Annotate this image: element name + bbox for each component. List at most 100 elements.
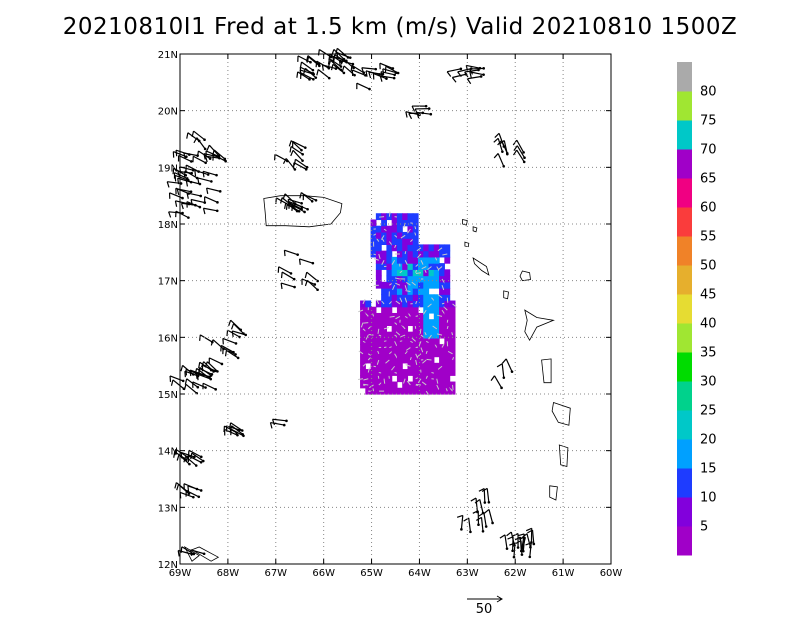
- wind-vector: [452, 384, 454, 390]
- wind-barb: [317, 69, 330, 79]
- wind-speed-cell: [407, 231, 414, 239]
- colorbar-bin: [677, 323, 692, 353]
- wind-speed-cell: [439, 387, 445, 395]
- wind-speed-cell: [370, 387, 377, 395]
- wind-barb-dot: [215, 209, 219, 213]
- wind-barb-flag: [226, 330, 229, 337]
- wind-barb-dot: [185, 177, 189, 180]
- colorbar-bin: [677, 410, 692, 440]
- wind-speed-cell: [428, 325, 435, 333]
- wind-speed-cell: [412, 331, 419, 339]
- wind-speed-cell: [402, 281, 409, 289]
- wind-barb-flag: [269, 422, 273, 429]
- wind-barb: [222, 337, 237, 344]
- wind-vector: [391, 260, 396, 265]
- wind-speed-cell: [433, 362, 440, 370]
- wind-barb: [299, 258, 314, 264]
- wind-barb-dot: [215, 173, 218, 177]
- wind-barb-flag: [185, 180, 189, 187]
- wind-barb: [521, 533, 525, 548]
- wind-speed-cell: [386, 300, 393, 308]
- wind-barb-flag: [494, 132, 500, 138]
- wind-barb-dot: [194, 464, 198, 467]
- wind-barb-dot: [327, 76, 331, 80]
- wind-barb: [192, 155, 206, 164]
- wind-vector: [415, 383, 422, 386]
- wind-barb-flag: [411, 105, 416, 112]
- wind-barb: [297, 55, 311, 63]
- wind-speed-cell: [375, 238, 382, 245]
- wind-barb-dot: [427, 107, 431, 110]
- wind-vector: [367, 367, 370, 373]
- wind-barb-flag: [507, 536, 514, 540]
- wind-barb-dot: [188, 462, 191, 466]
- wind-vector: [378, 253, 381, 260]
- wind-barb-flag: [280, 197, 283, 204]
- wind-speed-cell: [418, 319, 424, 327]
- wind-speed-cell: [433, 244, 440, 252]
- wind-speed-cell: [375, 312, 382, 320]
- wind-barb: [382, 68, 397, 74]
- wind-barb: [467, 75, 482, 80]
- wind-vector: [360, 322, 364, 328]
- wind-vector: [437, 365, 443, 370]
- wind-vector: [365, 334, 369, 340]
- wind-speed-cell: [407, 213, 414, 221]
- satellite-wind-layer: [357, 211, 457, 396]
- wind-vector: [432, 325, 438, 330]
- colorbar-bin: [677, 497, 692, 527]
- wind-barb: [281, 197, 294, 207]
- wind-barb: [187, 485, 202, 492]
- wind-barb-dot: [351, 62, 355, 66]
- wind-speed-cell: [375, 331, 382, 339]
- wind-speed-cell: [370, 219, 377, 227]
- wind-speed-cell: [391, 325, 398, 333]
- wind-vector: [383, 327, 390, 330]
- wind-speed-cell: [449, 387, 456, 395]
- wind-vector: [405, 281, 411, 286]
- wind-barb-dot: [385, 77, 388, 80]
- wind-speed-cell: [407, 381, 414, 389]
- wind-speed-cell: [391, 225, 398, 233]
- wind-barb-flag: [469, 68, 474, 75]
- wind-speed-cell: [407, 288, 414, 295]
- wind-barb-dot: [334, 67, 338, 70]
- wind-barb-dot: [339, 65, 343, 68]
- wind-barb-flag: [379, 75, 383, 82]
- wind-barb-dot: [530, 540, 533, 544]
- wind-barb-flag: [509, 542, 516, 546]
- wind-speed-cell: [375, 387, 382, 395]
- wind-barb: [179, 491, 194, 498]
- wind-barb-flag: [193, 137, 198, 144]
- wind-speed-cell: [402, 238, 409, 245]
- wind-speed-cell: [365, 337, 372, 345]
- wind-speed-cell: [433, 294, 440, 302]
- wind-vector: [395, 282, 401, 286]
- colorbar-label: 45: [700, 288, 717, 303]
- wind-barb-dot: [187, 492, 191, 495]
- wind-speed-colorbar: 5 10 15 20 25 30 35 40 45 50 55 60 65 70 75 80: [677, 62, 717, 556]
- wind-barb-flag: [174, 175, 177, 182]
- wind-barb: [295, 158, 308, 168]
- wind-barb-dot: [314, 76, 318, 79]
- wind-barb: [475, 497, 479, 513]
- wind-vector: [425, 390, 430, 396]
- wind-speed-cell: [370, 356, 377, 364]
- wind-speed-cell: [428, 344, 435, 351]
- wind-vector: [394, 277, 400, 280]
- wind-vector: [441, 278, 446, 284]
- wind-barb: [272, 418, 287, 422]
- wind-barb-flag: [451, 77, 457, 83]
- wind-speed-cell: [407, 275, 414, 283]
- wind-barb-dot: [362, 71, 366, 75]
- wind-barb-dot: [210, 180, 213, 183]
- wind-speed-cell: [402, 344, 409, 351]
- wind-speed-cell: [396, 319, 403, 327]
- wind-speed-cell: [386, 231, 393, 239]
- wind-speed-cell: [375, 213, 382, 221]
- wind-vector: [443, 306, 448, 311]
- wind-barb-flag: [405, 111, 408, 118]
- wind-barb-flag: [315, 61, 318, 68]
- wind-barb-flag: [176, 188, 180, 195]
- wind-barb: [329, 58, 342, 68]
